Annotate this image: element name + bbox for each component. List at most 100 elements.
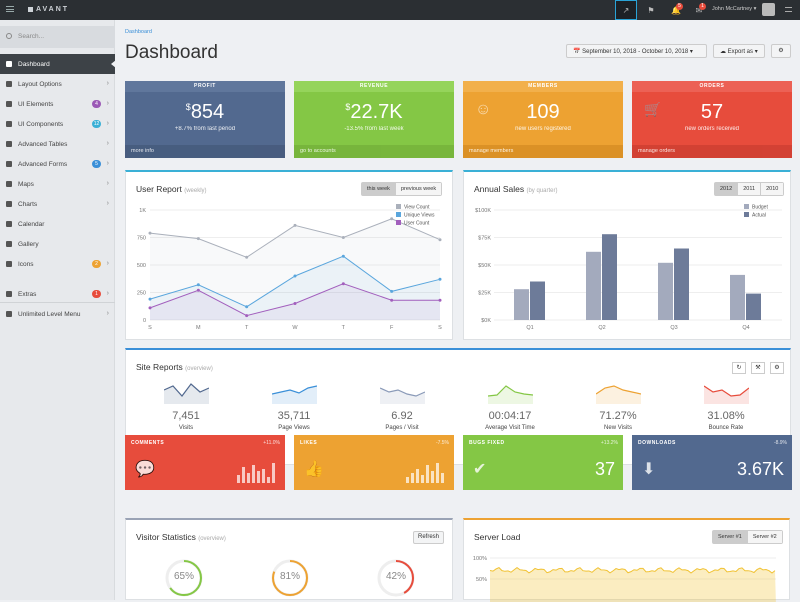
annual-sales-panel: Annual Sales (by quarter) 2012 2011 2010… — [463, 170, 791, 340]
top-bar: AVANT ↗ ⚑ 🔔 5 ✉ 1 John McCartney ▾ — [0, 0, 800, 20]
user-menu[interactable]: John McCartney ▾ — [712, 6, 757, 12]
x-tick-label: T — [245, 325, 249, 331]
gauge-value: 81% — [279, 571, 300, 582]
sidebar-item-dashboard[interactable]: Dashboard — [0, 54, 116, 74]
y-tick-label: $100K — [475, 208, 491, 214]
user-report-chart: 0 250 500 750 1K S M T W T F S View Count Unique View… — [137, 204, 442, 331]
metric-label: Bounce Rate — [708, 425, 744, 431]
sidebar-item-unlimited-level-menu[interactable]: Unlimited Level Menu › — [0, 304, 115, 324]
bar — [746, 293, 761, 320]
search-placeholder: Search... — [18, 33, 45, 40]
mini-pct: +13.2% — [600, 440, 618, 446]
sidebar-item-calendar[interactable]: Calendar — [0, 214, 115, 234]
hamburger-menu-icon[interactable] — [6, 6, 14, 12]
date-range-button[interactable]: 📅 September 10, 2018 - October 10, 2018 … — [566, 44, 707, 58]
metric-label: Page Views — [278, 425, 310, 431]
panel-title: Annual Sales (by quarter) — [474, 184, 558, 194]
gear-icon[interactable]: ⚙ — [770, 362, 784, 374]
metric-value: 71.27% — [599, 410, 637, 422]
notifications-bell-icon[interactable]: 🔔 5 — [665, 0, 687, 20]
sidebar-item-ui-components[interactable]: UI Components 12 › — [0, 114, 115, 134]
gauge-value: 42% — [385, 571, 406, 582]
y-tick-label: $50K — [478, 263, 491, 269]
y-tick-label: $0K — [481, 318, 491, 324]
sidebar-badge: 2 — [92, 260, 101, 268]
refresh-button[interactable]: Refresh — [413, 531, 445, 544]
data-point — [293, 302, 297, 305]
data-point — [245, 255, 249, 259]
likes-sparkbars — [406, 463, 444, 483]
stat-value: 109 — [526, 101, 560, 123]
mini-pct: -7.5% — [435, 440, 449, 446]
main-content: Dashboard Dashboard 📅 September 10, 2018… — [115, 20, 800, 600]
metric-value: 7,451 — [172, 410, 200, 422]
avatar[interactable] — [762, 3, 775, 16]
x-tick-label: T — [342, 325, 346, 331]
sidebar-badge: 12 — [92, 120, 101, 128]
mini-label: DOWNLOADS — [638, 440, 676, 446]
year-2010-button[interactable]: 2010 — [761, 183, 784, 195]
stat-footer-link[interactable]: manage members — [463, 145, 623, 158]
stat-footer-link[interactable]: more info — [125, 145, 285, 158]
likes-card: LIKES -7.5% 👍 — [294, 435, 454, 490]
year-2012-button[interactable]: 2012 — [715, 183, 739, 195]
wrench-icon[interactable]: ⚒ — [751, 362, 765, 374]
gauge-value: 65% — [173, 571, 194, 582]
sidebar-item-maps[interactable]: Maps › — [0, 174, 115, 194]
previous-week-button[interactable]: previous week — [395, 183, 442, 195]
search-input[interactable]: Search... — [0, 26, 115, 48]
flag-icon[interactable]: ⚑ — [647, 5, 655, 15]
annual-sales-chart: $0K $25K $50K $75K $100K Q1 Q2 Q3 Q4 Budget Actual — [475, 204, 782, 331]
sidebar-item-icons[interactable]: Icons 2 › — [0, 254, 115, 274]
settings-gear-icon[interactable]: ⚙ — [771, 44, 791, 58]
sidebar-item-label: Calendar — [18, 221, 45, 228]
y-tick-label: 750 — [137, 236, 146, 242]
bar — [586, 251, 601, 320]
sidebar-item-layout-options[interactable]: Layout Options › — [0, 74, 115, 94]
visitor-gauge: 65% — [164, 558, 204, 598]
brand-logo[interactable]: AVANT — [28, 6, 69, 13]
bar — [530, 281, 545, 320]
sidebar-item-advanced-forms[interactable]: Advanced Forms 5 › — [0, 154, 115, 174]
sidebar-item-advanced-tables[interactable]: Advanced Tables › — [0, 134, 115, 154]
chevron-right-icon: › — [106, 120, 109, 127]
chevron-right-icon: › — [106, 290, 109, 297]
mini-pct: -8.9% — [773, 440, 787, 446]
orders-card: ORDERS 🛒 57 new orders received manage o… — [632, 81, 792, 158]
list-menu-icon[interactable] — [785, 7, 792, 12]
breadcrumb[interactable]: Dashboard — [125, 29, 152, 35]
notifications-badge: 5 — [676, 3, 683, 10]
server-1-button[interactable]: Server #1 — [713, 531, 748, 543]
sidebar: Search... Dashboard Layout Options › UI Ele… — [0, 20, 116, 600]
sidebar-item-ui-elements[interactable]: UI Elements 4 › — [0, 94, 115, 114]
sidebar-item-extras[interactable]: Extras 1 › — [0, 284, 115, 304]
server-toggle: Server #1 Server #2 — [712, 530, 783, 544]
sidebar-item-gallery[interactable]: Gallery — [0, 234, 115, 254]
server-2-button[interactable]: Server #2 — [747, 531, 782, 543]
stat-footer-link[interactable]: go to accounts — [294, 145, 454, 158]
downloads-card: DOWNLOADS -8.9% ⬇ 3.67K — [632, 435, 792, 490]
sidebar-item-label: Icons — [18, 261, 34, 268]
stat-footer-link[interactable]: manage orders — [632, 145, 792, 158]
data-point — [148, 231, 152, 235]
sparkline — [271, 385, 317, 404]
stat-value: 57 — [700, 101, 724, 123]
messages-icon[interactable]: ✉ 1 — [688, 0, 710, 20]
panel-title: Site Reports (overview) — [136, 362, 213, 372]
revenue-card: REVENUE $22.7K -13.5% from last week go … — [294, 81, 454, 158]
pin-icon[interactable]: ↗ — [615, 0, 637, 20]
year-2011-button[interactable]: 2011 — [738, 183, 762, 195]
this-week-button[interactable]: this week — [362, 183, 396, 195]
refresh-icon[interactable]: ↻ — [732, 362, 746, 374]
sparkline — [703, 385, 749, 404]
user-report-panel: User Report (weekly) this week previous … — [125, 170, 453, 340]
sidebar-item-charts[interactable]: Charts › — [0, 194, 115, 214]
x-tick-label: S — [148, 325, 152, 331]
profit-card: PROFIT $854 +8.7% from last period more … — [125, 81, 285, 158]
data-point — [438, 277, 442, 281]
export-button[interactable]: ☁ Export as ▾ — [713, 44, 765, 58]
sidebar-item-label: Advanced Tables — [18, 141, 68, 148]
thumbs-up-icon: 👍 — [304, 461, 324, 478]
mini-label: COMMENTS — [131, 440, 165, 446]
data-point — [196, 288, 200, 292]
